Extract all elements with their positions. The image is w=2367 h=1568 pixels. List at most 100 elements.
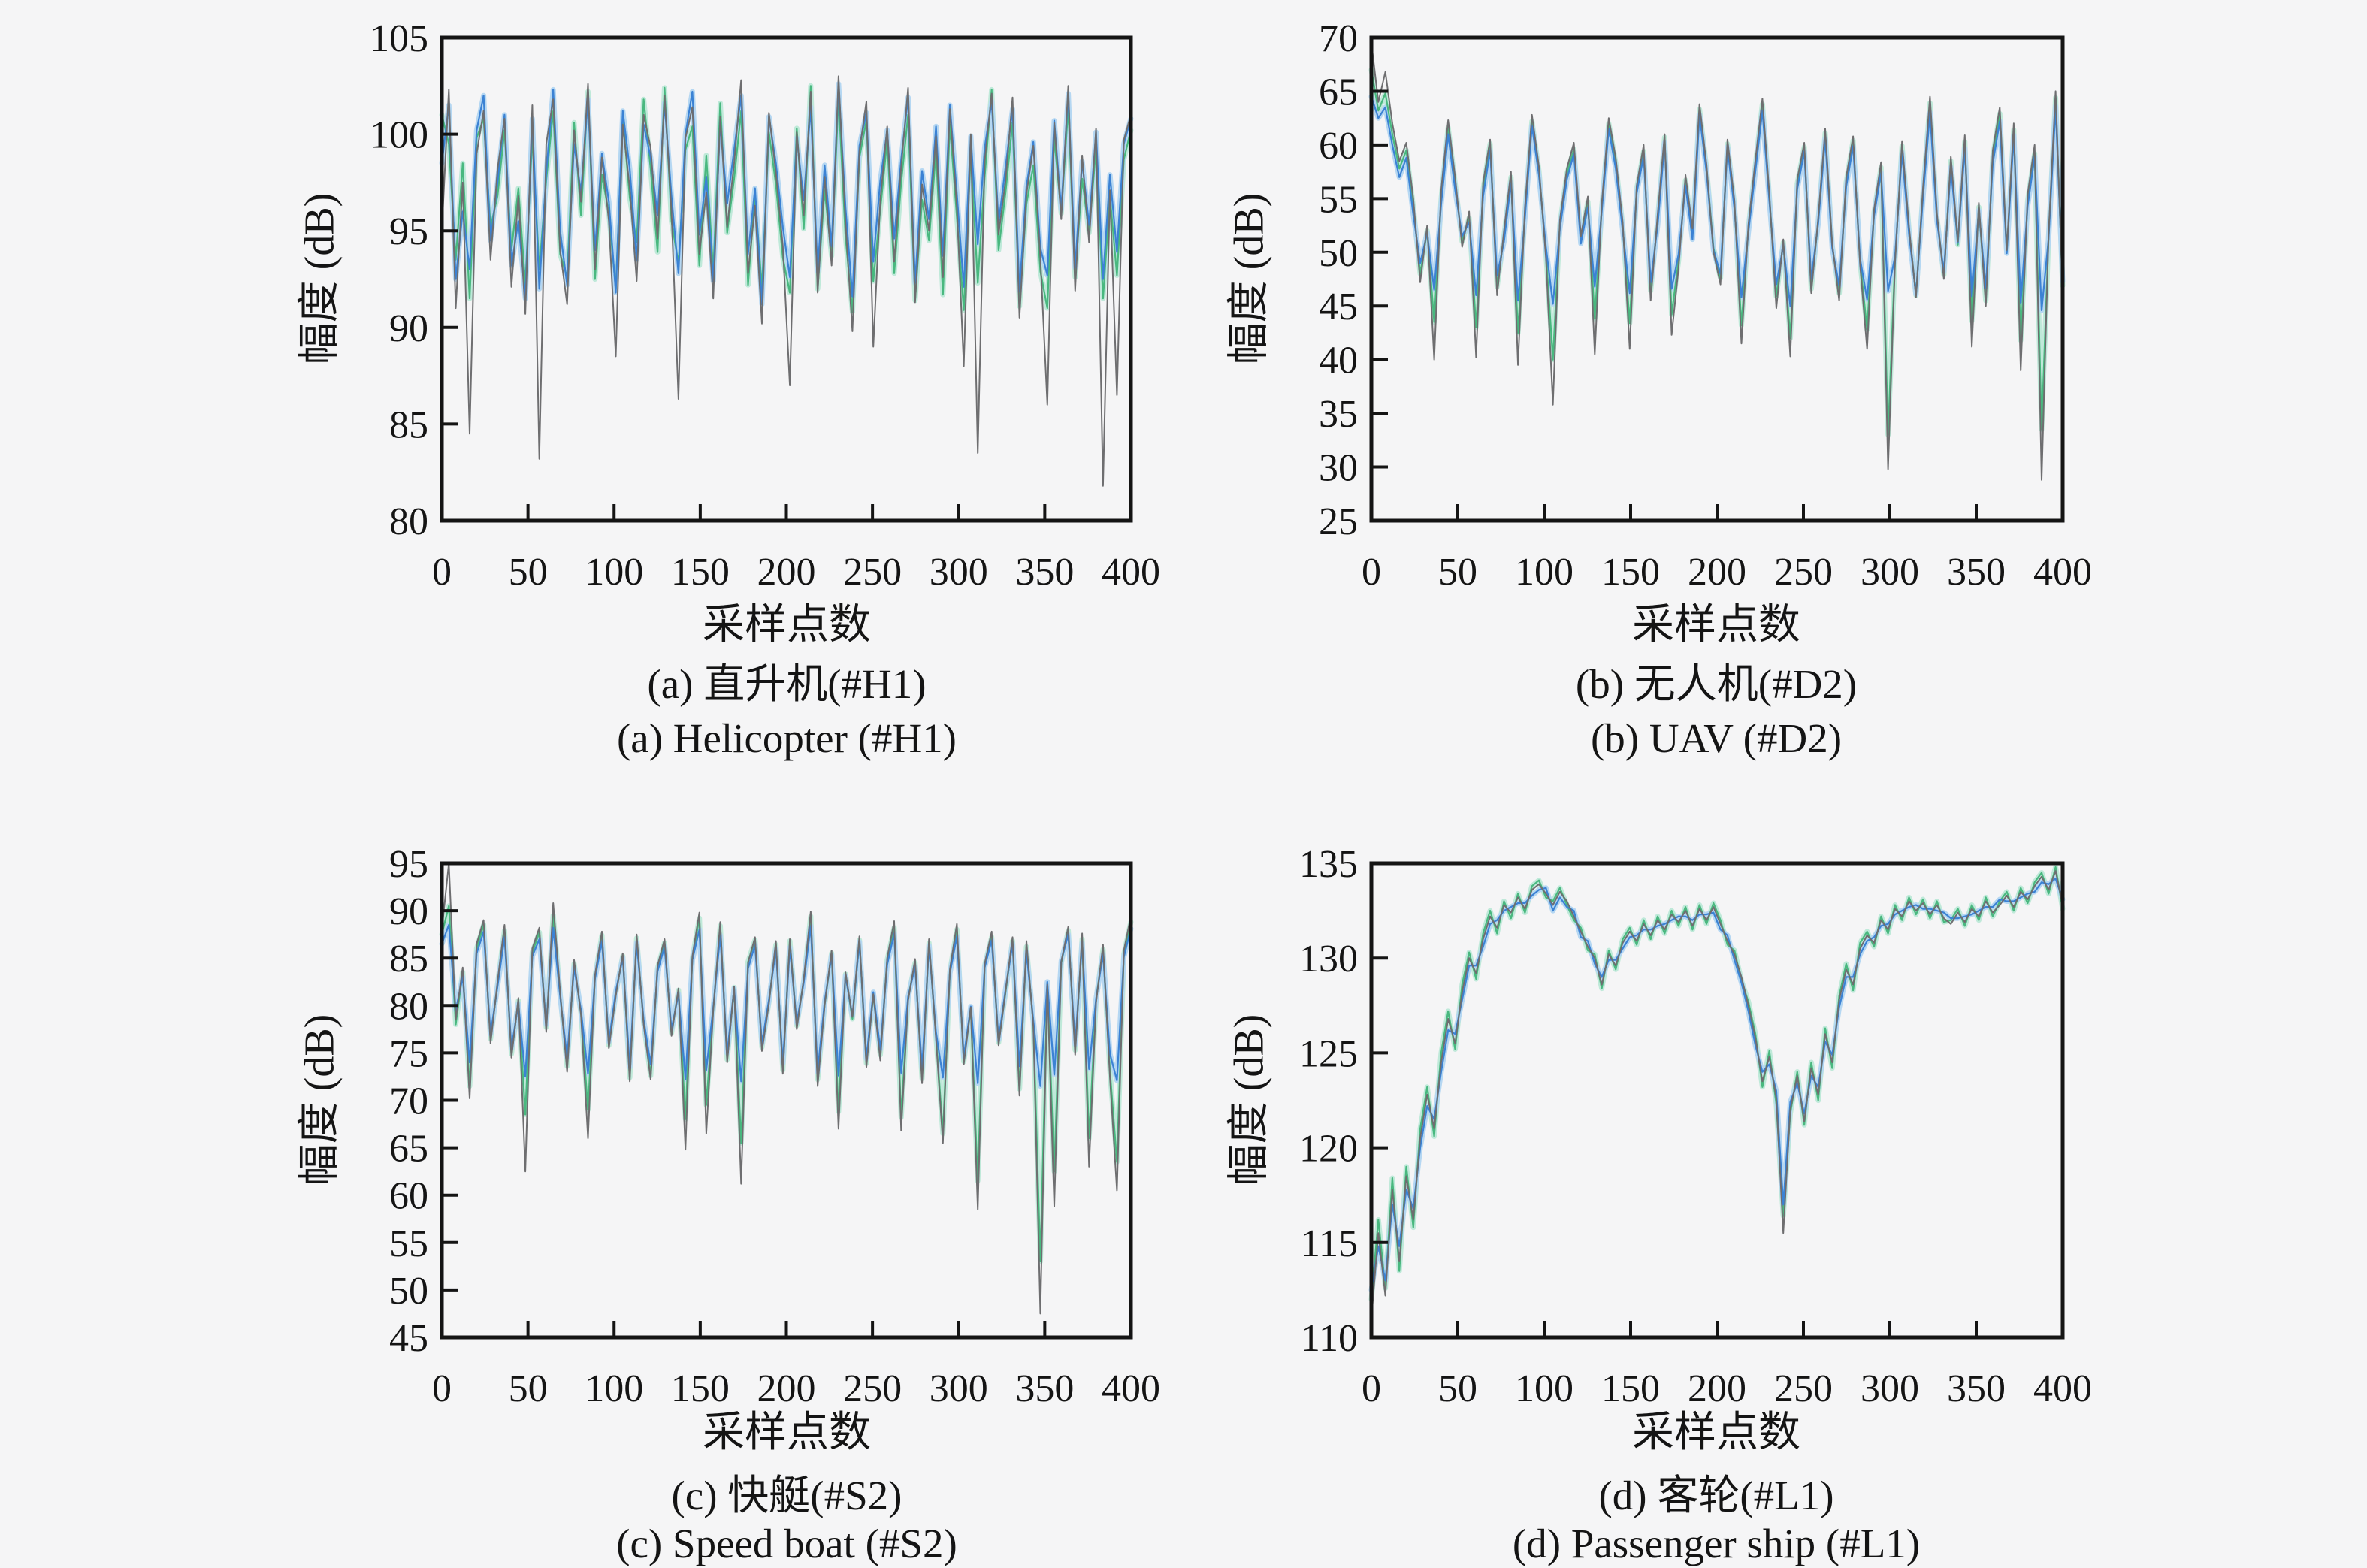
y-tick-label: 110 [1301, 1317, 1358, 1360]
y-tick-label: 120 [1299, 1128, 1358, 1171]
sample-gray-line [441, 863, 1132, 1315]
x-tick-label: 0 [432, 1367, 452, 1410]
x-tick-label: 200 [757, 551, 816, 594]
plot-frame [1369, 35, 2065, 523]
sample-green-halo-line [1368, 67, 2066, 438]
x-tick-label: 300 [930, 551, 988, 594]
x-tick-label: 200 [757, 1367, 816, 1410]
x-tick-label: 50 [1438, 551, 1477, 594]
sample-gray-line [1371, 42, 2063, 481]
x-tick-label: 400 [1102, 1367, 1160, 1410]
y-tick-label: 100 [370, 114, 428, 157]
sample-blue-line [1370, 878, 2063, 1291]
panel-b: 25 30 35 40 45 50 55 60 65 70 0 50 100 150 200 250 300 35… [1319, 17, 2092, 594]
sample-gray-line [1371, 870, 2063, 1319]
x-tick-label: 300 [1861, 551, 1919, 594]
y-tick-label: 90 [389, 890, 428, 933]
caption-en-b: (b) UAV (#D2) [1590, 715, 1843, 761]
y-tick-label: 65 [1319, 71, 1358, 113]
caption-zh-d: (d) 客轮(#L1) [1598, 1473, 1834, 1518]
x-axis-label-c: 采样点数 [703, 1409, 871, 1456]
x-tick-label: 100 [1515, 1367, 1573, 1410]
x-tick-label: 0 [1362, 1367, 1381, 1410]
y-tick-label: 130 [1299, 938, 1358, 980]
plot-frame [1369, 861, 2065, 1340]
x-tick-label: 150 [1601, 1367, 1660, 1410]
y-tick-label: 30 [1319, 447, 1358, 490]
x-tick-label: 250 [843, 1367, 902, 1410]
x-tick-label: 400 [2033, 1367, 2092, 1410]
x-tick-label: 0 [432, 551, 452, 594]
caption-en-d: (d) Passenger ship (#L1) [1512, 1521, 1921, 1566]
y-tick-label: 55 [389, 1222, 428, 1265]
x-tick-label: 250 [1774, 1367, 1833, 1410]
y-tick-label: 95 [389, 210, 428, 253]
x-axis-label-d: 采样点数 [1632, 1409, 1800, 1456]
y-tick-label: 25 [1319, 500, 1358, 543]
y-axis-label-a: 幅度 (dB) [296, 192, 343, 365]
x-tick-label: 50 [1438, 1367, 1477, 1410]
panel-a: 80 85 90 95 100 105 0 50 100 150 200 250 300 350 400 [370, 17, 1160, 594]
x-tick-label: 50 [509, 551, 548, 594]
y-tick-label: 90 [389, 307, 428, 350]
x-tick-label: 250 [1774, 551, 1833, 594]
panel-d: 110 115 120 125 130 135 0 50 100 150 200 250 300 350 4… [1299, 843, 2092, 1410]
y-tick-label: 60 [389, 1175, 428, 1218]
x-tick-label: 350 [1947, 1367, 2006, 1410]
plot-frame [440, 861, 1133, 1340]
x-tick-label: 100 [585, 551, 643, 594]
x-tick-label: 100 [1515, 551, 1573, 594]
x-tick-label: 350 [1015, 551, 1074, 594]
caption-en-a: (a) Helicopter (#H1) [616, 715, 957, 761]
y-tick-label: 70 [1319, 17, 1358, 60]
x-tick-label: 200 [1688, 1367, 1746, 1410]
x-axis-label-b: 采样点数 [1632, 602, 1800, 648]
y-tick-label: 135 [1299, 843, 1358, 886]
x-axis-label-a: 采样点数 [703, 602, 871, 648]
x-tick-label: 400 [1102, 551, 1160, 594]
x-tick-label: 200 [1688, 551, 1746, 594]
y-tick-label: 105 [370, 17, 428, 60]
y-tick-label: 95 [389, 843, 428, 886]
y-tick-label: 70 [389, 1080, 428, 1123]
y-tick-label: 45 [389, 1317, 428, 1360]
y-tick-label: 55 [1319, 178, 1358, 221]
sample-gray-line [441, 75, 1132, 487]
y-tick-label: 85 [389, 938, 428, 980]
y-tick-label: 50 [389, 1270, 428, 1313]
y-tick-label: 45 [1319, 286, 1358, 328]
x-tick-label: 150 [1601, 551, 1660, 594]
sample-green-line [1370, 866, 2063, 1300]
y-tick-label: 40 [1319, 340, 1358, 382]
x-tick-label: 350 [1015, 1367, 1074, 1410]
y-tick-label: 60 [1319, 125, 1358, 168]
sample-green-halo-line [1368, 864, 2066, 1302]
y-tick-label: 85 [389, 403, 428, 446]
caption-zh-b: (b) 无人机(#D2) [1575, 661, 1858, 707]
x-tick-label: 50 [509, 1367, 548, 1410]
y-tick-label: 75 [389, 1032, 428, 1075]
x-tick-label: 350 [1947, 551, 2006, 594]
x-tick-label: 250 [843, 551, 902, 594]
caption-en-c: (c) Speed boat (#S2) [616, 1521, 957, 1566]
sample-blue-halo-line [1368, 875, 2066, 1293]
y-tick-label: 35 [1319, 393, 1358, 436]
caption-zh-c: (c) 快艇(#S2) [671, 1473, 902, 1518]
x-tick-label: 0 [1362, 551, 1381, 594]
x-tick-label: 300 [1861, 1367, 1919, 1410]
y-axis-label-d: 幅度 (dB) [1226, 1014, 1273, 1186]
y-tick-label: 80 [389, 985, 428, 1028]
y-axis-label-b: 幅度 (dB) [1226, 192, 1273, 365]
x-tick-label: 100 [585, 1367, 643, 1410]
y-tick-label: 80 [389, 500, 428, 543]
x-tick-label: 300 [930, 1367, 988, 1410]
y-tick-label: 65 [389, 1128, 428, 1171]
x-tick-label: 150 [671, 1367, 730, 1410]
y-axis-label-c: 幅度 (dB) [296, 1014, 343, 1186]
y-tick-label: 115 [1301, 1222, 1358, 1265]
y-tick-label: 50 [1319, 232, 1358, 275]
x-tick-label: 400 [2033, 551, 2092, 594]
